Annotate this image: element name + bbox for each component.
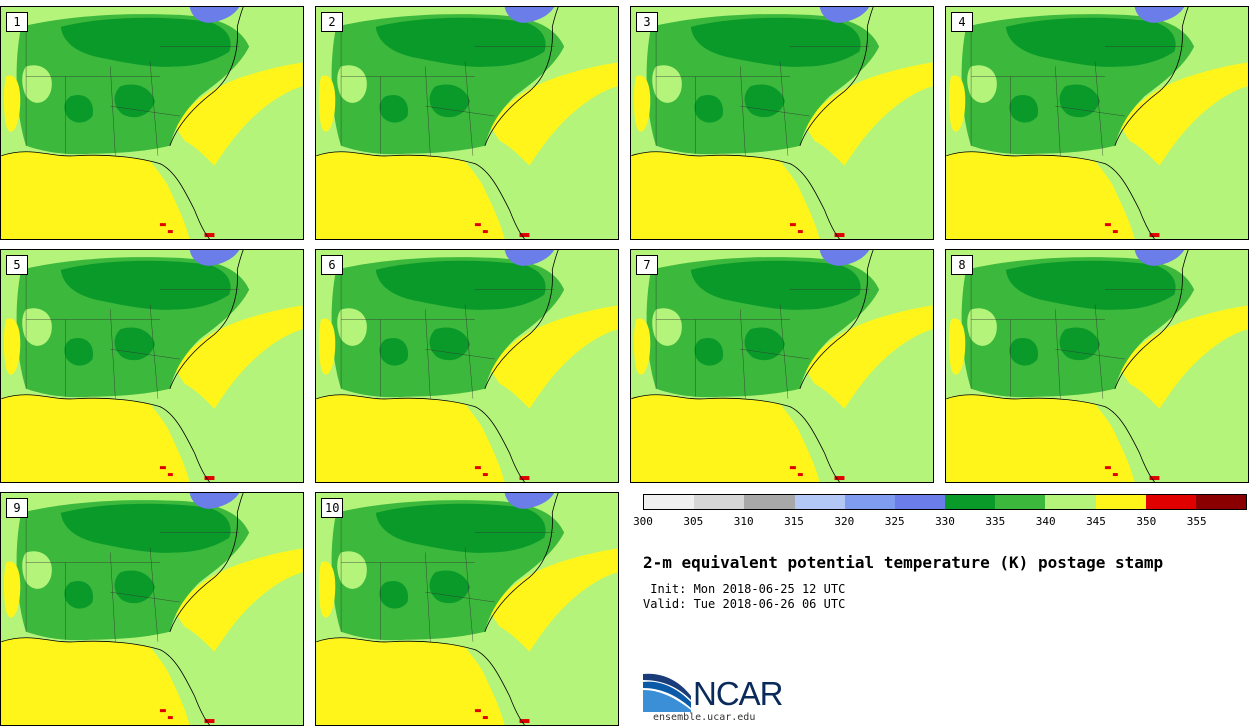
stamp-number: 10 (321, 498, 344, 518)
colorbar-tick-label: 330 (935, 515, 955, 528)
colorbar-swatch (744, 495, 795, 509)
page-title: 2-m equivalent potential temperature (K)… (643, 553, 1164, 572)
colorbar-tick-label: 315 (784, 515, 804, 528)
stamp-map (316, 250, 618, 482)
postage-stamp-10: 10 (315, 492, 619, 726)
ncar-logo[interactable]: NCAR ensemble.ucar.edu (643, 672, 793, 724)
stamp-map (946, 7, 1248, 239)
colorbar-swatch (1145, 495, 1196, 509)
stamp-map (316, 7, 618, 239)
init-time: Init: Mon 2018-06-25 12 UTC (643, 582, 846, 596)
stamp-map (631, 250, 933, 482)
colorbar-tick-label: 325 (884, 515, 905, 528)
postage-stamp-2: 2 (315, 6, 619, 240)
stamp-map (631, 7, 933, 239)
stamp-number: 4 (951, 12, 973, 32)
postage-stamp-5: 5 (0, 249, 304, 483)
colorbar-swatch (694, 495, 745, 509)
stamp-number: 8 (951, 255, 973, 275)
stamp-map (946, 250, 1248, 482)
ncar-logo-mark-icon (643, 673, 691, 712)
colorbar-swatch (894, 495, 946, 509)
colorbar-tick-label: 305 (683, 515, 704, 528)
stamp-number: 1 (6, 12, 28, 32)
colorbar-swatch (1095, 495, 1146, 509)
stamp-number: 2 (321, 12, 343, 32)
postage-stamp-8: 8 (945, 249, 1249, 483)
ncar-logo-text: NCAR (693, 675, 784, 712)
logo-url[interactable]: ensemble.ucar.edu (653, 712, 756, 723)
postage-stamp-4: 4 (945, 6, 1249, 240)
postage-stamp-6: 6 (315, 249, 619, 483)
postage-stamp-7: 7 (630, 249, 934, 483)
colorbar-tick-label: 350 (1136, 515, 1157, 528)
colorbar-swatch (1045, 495, 1096, 509)
colorbar-tick-label: 335 (985, 515, 1006, 528)
postage-stamp-1: 1 (0, 6, 304, 240)
stamp-number: 9 (6, 498, 28, 518)
stamp-number: 6 (321, 255, 343, 275)
colorbar-tick-label: 345 (1086, 515, 1106, 528)
stamp-map (1, 493, 303, 725)
colorbar-tick-label: 355 (1186, 515, 1207, 528)
stamp-map (1, 250, 303, 482)
colorbar-swatch (995, 495, 1046, 509)
colorbar-swatch (945, 495, 996, 509)
stamp-map (1, 7, 303, 239)
colorbar-swatch (794, 495, 845, 509)
colorbar (643, 494, 1247, 510)
valid-time: Valid: Tue 2018-06-26 06 UTC (643, 597, 846, 611)
colorbar-swatch (1195, 495, 1247, 509)
stamp-number: 7 (636, 255, 658, 275)
stamp-map (316, 493, 618, 725)
stamp-number: 5 (6, 255, 28, 275)
postage-stamp-3: 3 (630, 6, 934, 240)
colorbar-swatch (644, 495, 695, 509)
colorbar-swatch (844, 495, 895, 509)
stamp-number: 3 (636, 12, 658, 32)
postage-stamp-9: 9 (0, 492, 304, 726)
colorbar-tick-label: 340 (1035, 515, 1056, 528)
colorbar-tick-label: 320 (834, 515, 855, 528)
colorbar-tick-label: 310 (733, 515, 754, 528)
colorbar-tick-label: 300 (633, 515, 653, 528)
colorbar-labels: 300 305 310 315 320 325 330 335 340 345 350 355 (633, 515, 1247, 529)
